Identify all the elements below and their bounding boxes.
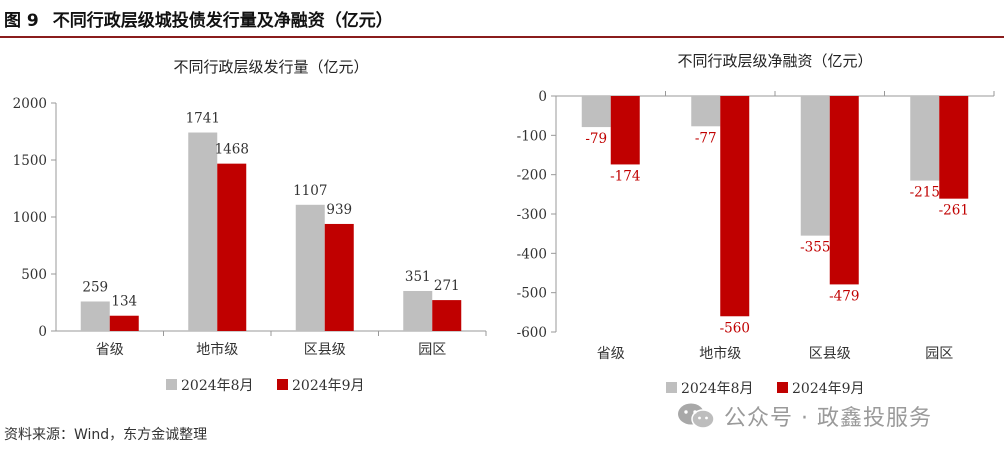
- bar: [910, 96, 940, 181]
- data-label: 1741: [186, 111, 220, 127]
- bar: [432, 300, 462, 331]
- chart-title: 不同行政层级净融资（亿元）: [677, 52, 872, 70]
- data-label: 134: [111, 294, 137, 310]
- bar: [691, 96, 721, 127]
- source-note: 资料来源：Wind，东方金诚整理: [4, 427, 208, 443]
- data-label: -261: [939, 203, 969, 219]
- y-tick-label: 2000: [13, 96, 47, 112]
- title-rule: [0, 36, 1004, 38]
- category-label: 地市级: [196, 341, 238, 358]
- legend-swatch: [777, 382, 788, 393]
- data-label: -560: [720, 320, 750, 336]
- bar: [80, 301, 110, 331]
- bar: [829, 96, 859, 285]
- y-tick-label: -300: [517, 207, 547, 223]
- net-financing-chart: 不同行政层级净融资（亿元） 0 -100 -200 -300 -400 -500 -600 省级…: [517, 52, 995, 397]
- data-label: 939: [326, 202, 352, 218]
- category-label: 园区: [418, 342, 446, 358]
- issuance-chart: 不同行政层级发行量（亿元） 0 500 1000 1500 2000 省级 地市级 区县级 园区 2…: [13, 58, 487, 394]
- legend-label: 2024年9月: [792, 381, 865, 397]
- data-label: -215: [910, 185, 940, 201]
- data-label: 259: [82, 279, 108, 295]
- data-label: 1468: [215, 142, 249, 158]
- legend-label: 2024年9月: [292, 378, 365, 394]
- data-label: -77: [695, 130, 717, 146]
- data-label: -355: [800, 240, 830, 256]
- legend-swatch: [166, 379, 177, 390]
- legend: 2024年8月 2024年9月: [666, 381, 865, 397]
- category-label: 区县级: [304, 342, 346, 358]
- watermark-text: 公众号 · 政鑫投服务: [724, 406, 932, 431]
- chart-title: 不同行政层级发行量（亿元）: [173, 58, 368, 76]
- y-tick-label: -400: [517, 246, 547, 262]
- y-tick-label: 1500: [13, 153, 47, 169]
- figure-number: 图 9: [4, 11, 39, 31]
- legend: 2024年8月 2024年9月: [166, 378, 365, 394]
- bar: [324, 223, 354, 331]
- category-label: 省级: [597, 346, 625, 362]
- bar: [800, 96, 830, 236]
- bar: [939, 96, 969, 199]
- legend-swatch: [277, 379, 288, 390]
- data-label: 271: [434, 278, 460, 294]
- y-tick-label: 1000: [13, 210, 47, 226]
- y-tick-label: -600: [517, 325, 547, 341]
- bar: [581, 96, 611, 128]
- bar: [188, 132, 218, 331]
- figure-title-text: 不同行政层级城投债发行量及净融资（亿元）: [52, 11, 393, 31]
- y-tick-label: -500: [517, 286, 547, 302]
- data-label: -79: [585, 131, 607, 147]
- category-label: 园区: [925, 346, 953, 362]
- category-label: 地市级: [699, 345, 741, 362]
- data-label: 1107: [293, 183, 327, 199]
- legend-label: 2024年8月: [681, 381, 754, 397]
- data-label: -174: [610, 168, 640, 184]
- bar: [109, 315, 139, 331]
- legend-label: 2024年8月: [181, 378, 254, 394]
- y-tick-label: -200: [517, 168, 547, 184]
- category-label: 省级: [96, 342, 124, 358]
- bar: [720, 96, 750, 317]
- legend-swatch: [666, 382, 677, 393]
- figure-title: 图 9 不同行政层级城投债发行量及净融资（亿元）: [4, 6, 393, 31]
- bar: [403, 290, 433, 331]
- bar: [610, 96, 640, 165]
- wechat-icon: [678, 403, 715, 429]
- category-label: 区县级: [809, 346, 851, 362]
- data-label: 351: [405, 269, 431, 285]
- y-tick-label: 0: [538, 89, 547, 105]
- y-tick-label: -100: [517, 128, 547, 144]
- data-label: -479: [829, 288, 859, 304]
- y-tick-label: 500: [21, 267, 47, 283]
- bar: [217, 163, 247, 331]
- watermark: 公众号 · 政鑫投服务: [676, 400, 932, 432]
- bar: [295, 204, 325, 331]
- y-tick-label: 0: [38, 324, 47, 340]
